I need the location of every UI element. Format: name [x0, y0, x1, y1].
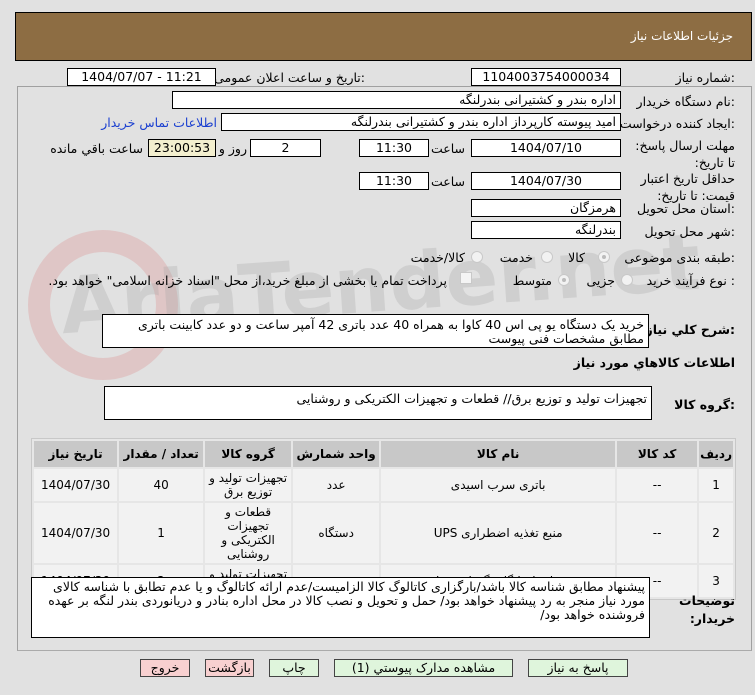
cell-quantity: 1: [119, 503, 204, 563]
page-header: جزئیات اطلاعات نیاز: [15, 12, 752, 61]
description-label: شرح کلي نياز:: [645, 322, 736, 337]
treasury-payment-checkbox[interactable]: [460, 272, 472, 284]
cell-group: قطعات و تجهیزات الکتریکی و روشنایی: [205, 503, 292, 563]
cell-row-number: 1: [699, 469, 733, 501]
category-radio-goods-service[interactable]: [471, 251, 483, 263]
buyer-org-field[interactable]: اداره بندر و کشتیرانی بندرلنگه: [172, 91, 621, 109]
buyer-org-label: نام دستگاه خریدار:: [636, 94, 735, 109]
process-option-minor: جزیی: [586, 273, 615, 288]
table-row: 2 -- منبع تغذیه اضطراری UPS دستگاه قطعات…: [34, 503, 733, 563]
table-header-row: ردیف کد کالا نام کالا واحد شمارش گروه کا…: [34, 441, 733, 467]
category-option-goods: کالا: [568, 250, 585, 265]
col-unit: واحد شمارش: [293, 441, 380, 467]
treasury-payment-note: پرداخت تمام یا بخشی از مبلغ خرید،از محل …: [48, 273, 447, 288]
category-option-service: خدمت: [499, 250, 533, 265]
col-group: گروه کالا: [205, 441, 292, 467]
city-label: شهر محل تحویل:: [644, 224, 735, 239]
category-radio-service[interactable]: [541, 251, 553, 263]
need-number-field[interactable]: 1104003754000034: [471, 68, 621, 86]
buyer-notes-textarea[interactable]: پیشنهاد مطابق شناسه کالا باشد/بارگزاری ک…: [31, 577, 650, 638]
page-title: جزئیات اطلاعات نیاز: [630, 29, 733, 43]
process-option-medium: متوسط: [512, 273, 552, 288]
goods-group-label: گروه کالا:: [674, 397, 735, 412]
creator-field[interactable]: امید پیوسته کارپرداز اداره بندر و کشتیرا…: [221, 113, 621, 131]
reply-button[interactable]: پاسخ به نیاز: [528, 659, 628, 677]
cell-unit: دستگاه: [293, 503, 380, 563]
back-button[interactable]: بازگشت: [205, 659, 254, 677]
announce-field[interactable]: 1404/07/07 - 11:21: [67, 68, 216, 86]
deadline-label: مهلت ارسال پاسخ: تا تاریخ:: [635, 138, 735, 170]
days-label: روز و: [218, 141, 247, 156]
announce-label: تاریخ و ساعت اعلان عمومی:: [214, 70, 365, 85]
col-quantity: تعداد / مقدار: [119, 441, 204, 467]
col-item-name: نام کالا: [381, 441, 616, 467]
cell-row-number: 2: [699, 503, 733, 563]
remaining-time-label: ساعت باقي مانده: [50, 141, 143, 156]
cell-need-date: 1404/07/30: [34, 503, 118, 563]
col-row-number: ردیف: [699, 441, 733, 467]
validity-label: حداقل تاریخ اعتبار قیمت: تا تاریخ:: [640, 171, 735, 203]
table-row: 1 -- باتری سرب اسیدی عدد تجهیزات تولید و…: [34, 469, 733, 501]
category-option-goods-service: کالا/خدمت: [410, 250, 465, 265]
cell-quantity: 40: [119, 469, 204, 501]
need-number-label: شماره نیاز:: [675, 70, 735, 85]
goods-section-title: اطلاعات کالاهاي مورد نياز: [573, 355, 735, 370]
col-need-date: تاریخ نیاز: [34, 441, 118, 467]
col-item-code: کد کالا: [617, 441, 698, 467]
category-label: طبقه بندی موضوعی:: [624, 250, 735, 265]
cell-item-name: باتری سرب اسیدی: [381, 469, 616, 501]
deadline-time-field[interactable]: 11:30: [359, 139, 429, 157]
cell-item-code: --: [617, 503, 698, 563]
deadline-date-field[interactable]: 1404/07/10: [471, 139, 621, 157]
cell-unit: عدد: [293, 469, 380, 501]
cell-item-code: --: [617, 469, 698, 501]
province-label: استان محل تحویل:: [636, 201, 735, 216]
process-label: نوع فرآیند خرید :: [646, 273, 735, 288]
cell-row-number: 3: [699, 565, 733, 597]
process-radio-medium[interactable]: [558, 274, 570, 286]
category-radio-goods[interactable]: [598, 251, 610, 263]
cell-need-date: 1404/07/30: [34, 469, 118, 501]
print-button[interactable]: چاپ: [269, 659, 319, 677]
buyer-contact-link[interactable]: اطلاعات تماس خریدار: [101, 115, 217, 130]
cell-group: تجهیزات تولید و توزیع برق: [205, 469, 292, 501]
buyer-notes-label: توضیحات خریدار:: [679, 593, 735, 626]
creator-label: ایجاد کننده درخواست:: [619, 116, 735, 131]
description-textarea[interactable]: خرید یک دستگاه یو پی اس 40 کاوا به همراه…: [102, 314, 649, 348]
city-field[interactable]: بندرلنگه: [471, 221, 621, 239]
exit-button[interactable]: خروج: [140, 659, 190, 677]
process-radio-minor[interactable]: [621, 274, 633, 286]
view-attachments-button[interactable]: مشاهده مدارک پیوستي (1): [334, 659, 513, 677]
province-field[interactable]: هرمزگان: [471, 199, 621, 217]
deadline-time-label: ساعت: [430, 141, 465, 156]
validity-time-label: ساعت: [430, 174, 465, 189]
remaining-time-field: 23:00:53: [148, 139, 216, 157]
validity-date-field[interactable]: 1404/07/30: [471, 172, 621, 190]
cell-item-name: منبع تغذیه اضطراری UPS: [381, 503, 616, 563]
goods-group-textarea[interactable]: تجهیزات تولید و توزیع برق// قطعات و تجهی…: [104, 386, 652, 420]
goods-table: ردیف کد کالا نام کالا واحد شمارش گروه کا…: [31, 438, 736, 600]
days-remaining-field: 2: [250, 139, 321, 157]
validity-time-field[interactable]: 11:30: [359, 172, 429, 190]
